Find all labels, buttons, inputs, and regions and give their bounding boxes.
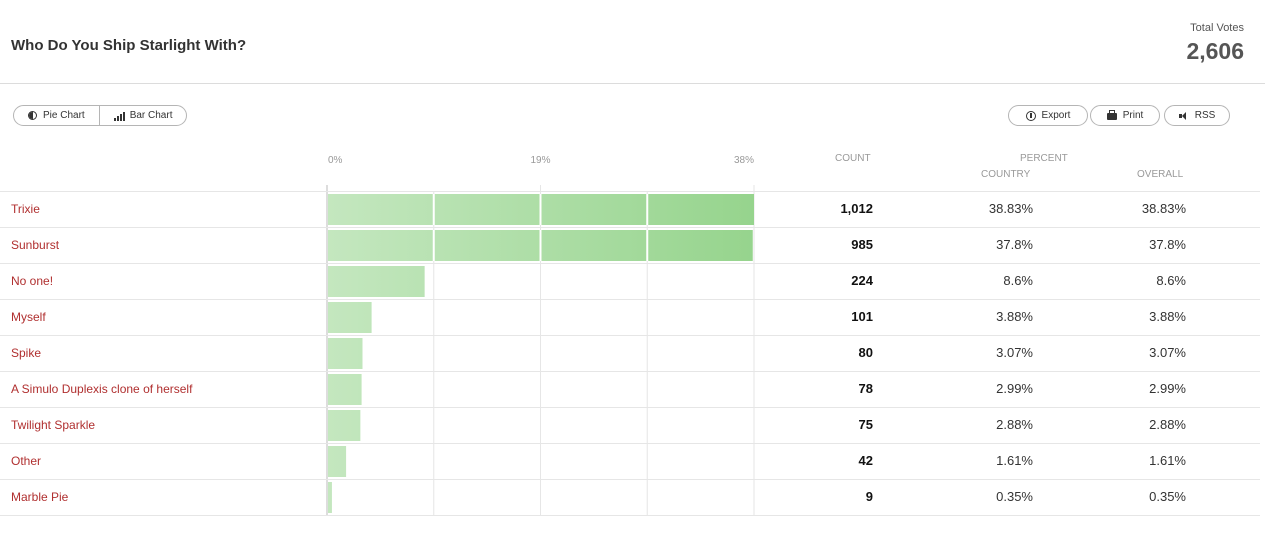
option-label[interactable]: Myself: [11, 310, 46, 324]
pie-chart-icon: [28, 111, 37, 120]
option-percent-overall: 38.83%: [1141, 201, 1186, 216]
row-divider: [0, 335, 1260, 336]
poll-header: Who Do You Ship Starlight With? Total Vo…: [0, 0, 1265, 84]
option-label[interactable]: Marble Pie: [11, 490, 69, 504]
bar-6: [328, 410, 361, 441]
option-percent-overall: 37.8%: [1149, 237, 1186, 252]
option-label[interactable]: Sunburst: [11, 238, 60, 252]
row-divider: [0, 443, 1260, 444]
percent-header: PERCENT: [1020, 153, 1068, 164]
total-votes-label: Total Votes: [1190, 22, 1244, 34]
count-header: COUNT: [835, 153, 871, 164]
tick-label: 0%: [328, 155, 343, 166]
option-percent-country: 0.35%: [996, 489, 1033, 504]
row-divider: [0, 299, 1260, 300]
row-divider: [0, 191, 1260, 192]
option-count: 78: [858, 381, 873, 396]
row-divider: [0, 479, 1260, 480]
option-percent-overall: 8.6%: [1156, 273, 1186, 288]
option-label[interactable]: A Simulo Duplexis clone of herself: [11, 382, 193, 396]
option-percent-overall: 2.99%: [1149, 381, 1186, 396]
option-percent-overall: 3.07%: [1149, 345, 1186, 360]
export-icon: [1025, 110, 1036, 121]
option-percent-country: 8.6%: [1003, 273, 1033, 288]
bar-chart-icon: [113, 111, 125, 121]
option-percent-country: 3.07%: [996, 345, 1033, 360]
bar-3: [328, 302, 372, 333]
option-count: 42: [858, 453, 873, 468]
export-button[interactable]: Export: [1008, 105, 1088, 126]
bar-chart-button[interactable]: Bar Chart: [100, 106, 187, 125]
bar-5: [328, 374, 362, 405]
tick-label: 38%: [734, 155, 754, 166]
rss-label: RSS: [1194, 110, 1216, 121]
print-label: Print: [1122, 110, 1144, 121]
row-divider: [0, 263, 1260, 264]
bar-8: [328, 482, 332, 513]
chart-type-toggle: Pie Chart Bar Chart: [13, 105, 188, 126]
toggle-divider: [98, 106, 100, 125]
bar-2: [328, 266, 425, 297]
option-percent-overall: 3.88%: [1149, 309, 1186, 324]
option-percent-country: 37.8%: [996, 237, 1033, 252]
option-count: 80: [858, 345, 873, 360]
country-header: COUNTRY: [981, 169, 1031, 180]
poll-title: Who Do You Ship Starlight With?: [11, 37, 247, 54]
print-button[interactable]: Print: [1090, 105, 1160, 126]
rss-icon: [1178, 111, 1189, 120]
option-count: 985: [851, 237, 873, 252]
option-count: 1,012: [840, 201, 873, 216]
row-divider: [0, 227, 1260, 228]
option-percent-overall: 0.35%: [1149, 489, 1186, 504]
row-divider: [0, 371, 1260, 372]
option-count: 75: [858, 417, 873, 432]
option-percent-country: 2.99%: [996, 381, 1033, 396]
option-percent-country: 1.61%: [996, 453, 1033, 468]
option-label[interactable]: Spike: [11, 346, 42, 360]
option-count: 224: [851, 273, 873, 288]
total-votes-value: 2,606: [1186, 38, 1244, 64]
option-percent-country: 3.88%: [996, 309, 1033, 324]
option-percent-country: 38.83%: [988, 201, 1033, 216]
bar-7: [328, 446, 347, 477]
option-label[interactable]: Other: [11, 454, 42, 468]
pie-chart-label: Pie Chart: [43, 110, 85, 121]
option-percent-overall: 1.61%: [1149, 453, 1186, 468]
overall-header: OVERALL: [1137, 169, 1184, 180]
row-divider: [0, 515, 1260, 516]
option-label[interactable]: No one!: [11, 274, 54, 288]
option-label[interactable]: Trixie: [11, 202, 40, 216]
option-label[interactable]: Twilight Sparkle: [11, 418, 96, 432]
option-percent-overall: 2.88%: [1149, 417, 1186, 432]
export-label: Export: [1041, 110, 1071, 121]
option-percent-country: 2.88%: [996, 417, 1033, 432]
option-count: 9: [865, 489, 873, 504]
bar-4: [328, 338, 363, 369]
bar-chart-label: Bar Chart: [129, 110, 173, 121]
rss-button[interactable]: RSS: [1164, 105, 1230, 126]
option-count: 101: [851, 309, 873, 324]
row-divider: [0, 407, 1260, 408]
tick-label: 19%: [530, 155, 550, 166]
pie-chart-button[interactable]: Pie Chart: [14, 106, 99, 125]
print-icon: [1106, 110, 1117, 120]
